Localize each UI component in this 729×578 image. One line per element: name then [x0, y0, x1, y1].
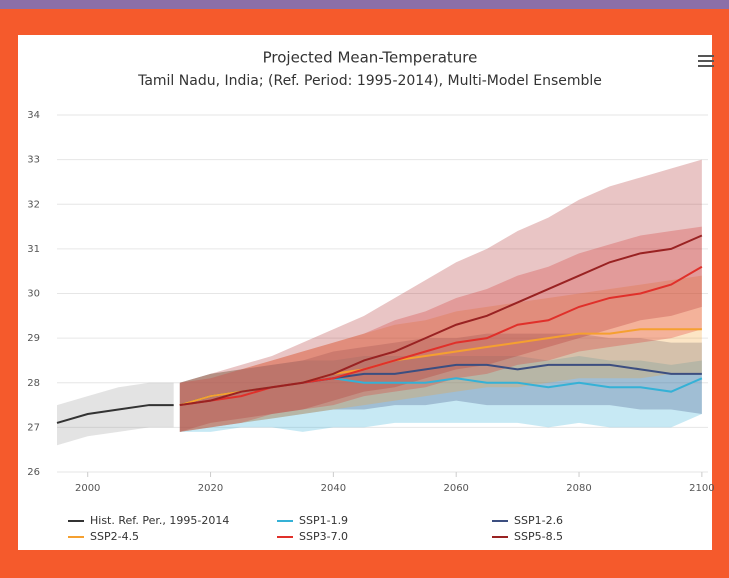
range-band — [179, 159, 702, 432]
x-tick-label: 2000 — [75, 483, 100, 494]
legend-label: SSP1-1.9 — [299, 514, 348, 527]
lines — [56, 234, 703, 424]
chart-panel — [18, 35, 712, 550]
y-tick-label: 28 — [27, 378, 40, 389]
y-tick-label: 27 — [27, 422, 40, 433]
range-band — [179, 333, 702, 432]
range-band — [179, 355, 702, 432]
legend-label: Hist. Ref. Per., 1995-2014 — [90, 514, 229, 527]
y-tick-label: 31 — [27, 244, 40, 255]
legend-label: SSP1-2.6 — [514, 514, 563, 527]
x-tick-label: 2060 — [443, 483, 468, 494]
series-line — [56, 404, 174, 424]
menu-icon[interactable] — [698, 55, 714, 67]
x-tick-label: 2040 — [321, 483, 346, 494]
x-tick-label: 2100 — [689, 483, 714, 494]
x-tick-label: 2080 — [566, 483, 591, 494]
y-tick-label: 26 — [27, 467, 40, 478]
y-tick-label: 32 — [27, 199, 40, 210]
labels: 26 27 28 29 30 31 32 33 34 2000 2020 2040 2060 2080 21… — [27, 110, 714, 543]
y-tick-label: 34 — [27, 110, 40, 121]
y-tick-label: 30 — [27, 289, 40, 300]
range-band — [57, 382, 174, 446]
chart-subtitle: Tamil Nadu, India; (Ref. Period: 1995-20… — [137, 73, 602, 89]
y-tick-label: 29 — [27, 333, 40, 344]
legend-label: SSP2-4.5 — [90, 530, 139, 543]
top-strip — [0, 0, 729, 9]
x-tick-label: 2020 — [198, 483, 223, 494]
chart-title: Projected Mean-Temperature — [263, 49, 478, 67]
series-line — [179, 234, 703, 407]
legend-label: SSP3-7.0 — [299, 530, 348, 543]
legend-label: SSP5-8.5 — [514, 530, 563, 543]
y-tick-label: 33 — [27, 155, 40, 166]
